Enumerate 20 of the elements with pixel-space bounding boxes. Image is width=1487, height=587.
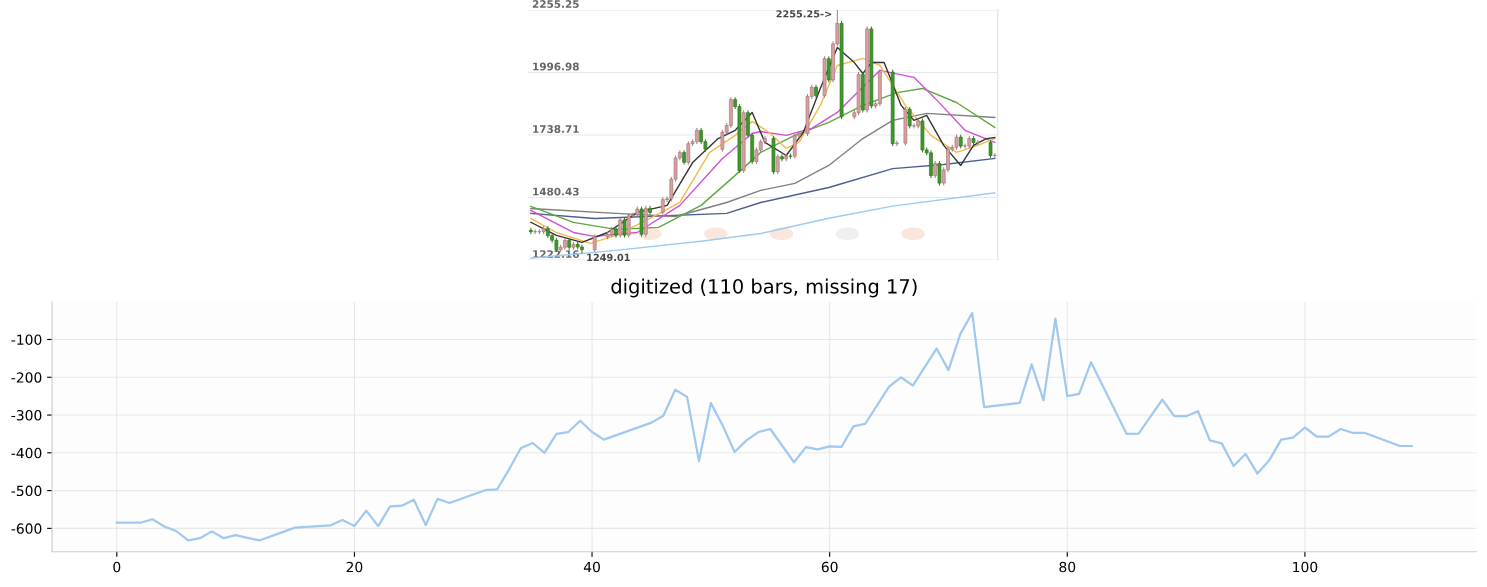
x-tick-label: 40 xyxy=(583,561,600,573)
x-tick-label: 60 xyxy=(821,561,838,573)
y-tick-label: -200 xyxy=(11,372,42,383)
y-tick-label: -600 xyxy=(11,523,42,534)
x-tick-label: 100 xyxy=(1293,561,1318,573)
annotation: 1249.01 xyxy=(587,253,630,262)
x-tick-label: 80 xyxy=(1059,561,1076,573)
line-series xyxy=(115,311,1413,542)
annotation: 2255.25-> xyxy=(776,10,832,18)
y-tick-label: -300 xyxy=(11,410,42,421)
chart-title: digitized (110 bars, missing 17) xyxy=(611,278,917,298)
y-tick-label: -400 xyxy=(11,447,42,459)
y-tick-label: 1480.43 xyxy=(533,187,579,196)
y-tick-label: 2255.25 xyxy=(532,0,579,8)
x-tick-label: 0 xyxy=(113,561,121,573)
y-tick-label: 1738.71 xyxy=(533,125,579,133)
x-tick-label: 20 xyxy=(346,561,363,573)
y-tick-label: -100 xyxy=(11,334,42,345)
y-tick-label: 1996.98 xyxy=(533,62,579,71)
y-tick-label: -500 xyxy=(11,485,42,497)
